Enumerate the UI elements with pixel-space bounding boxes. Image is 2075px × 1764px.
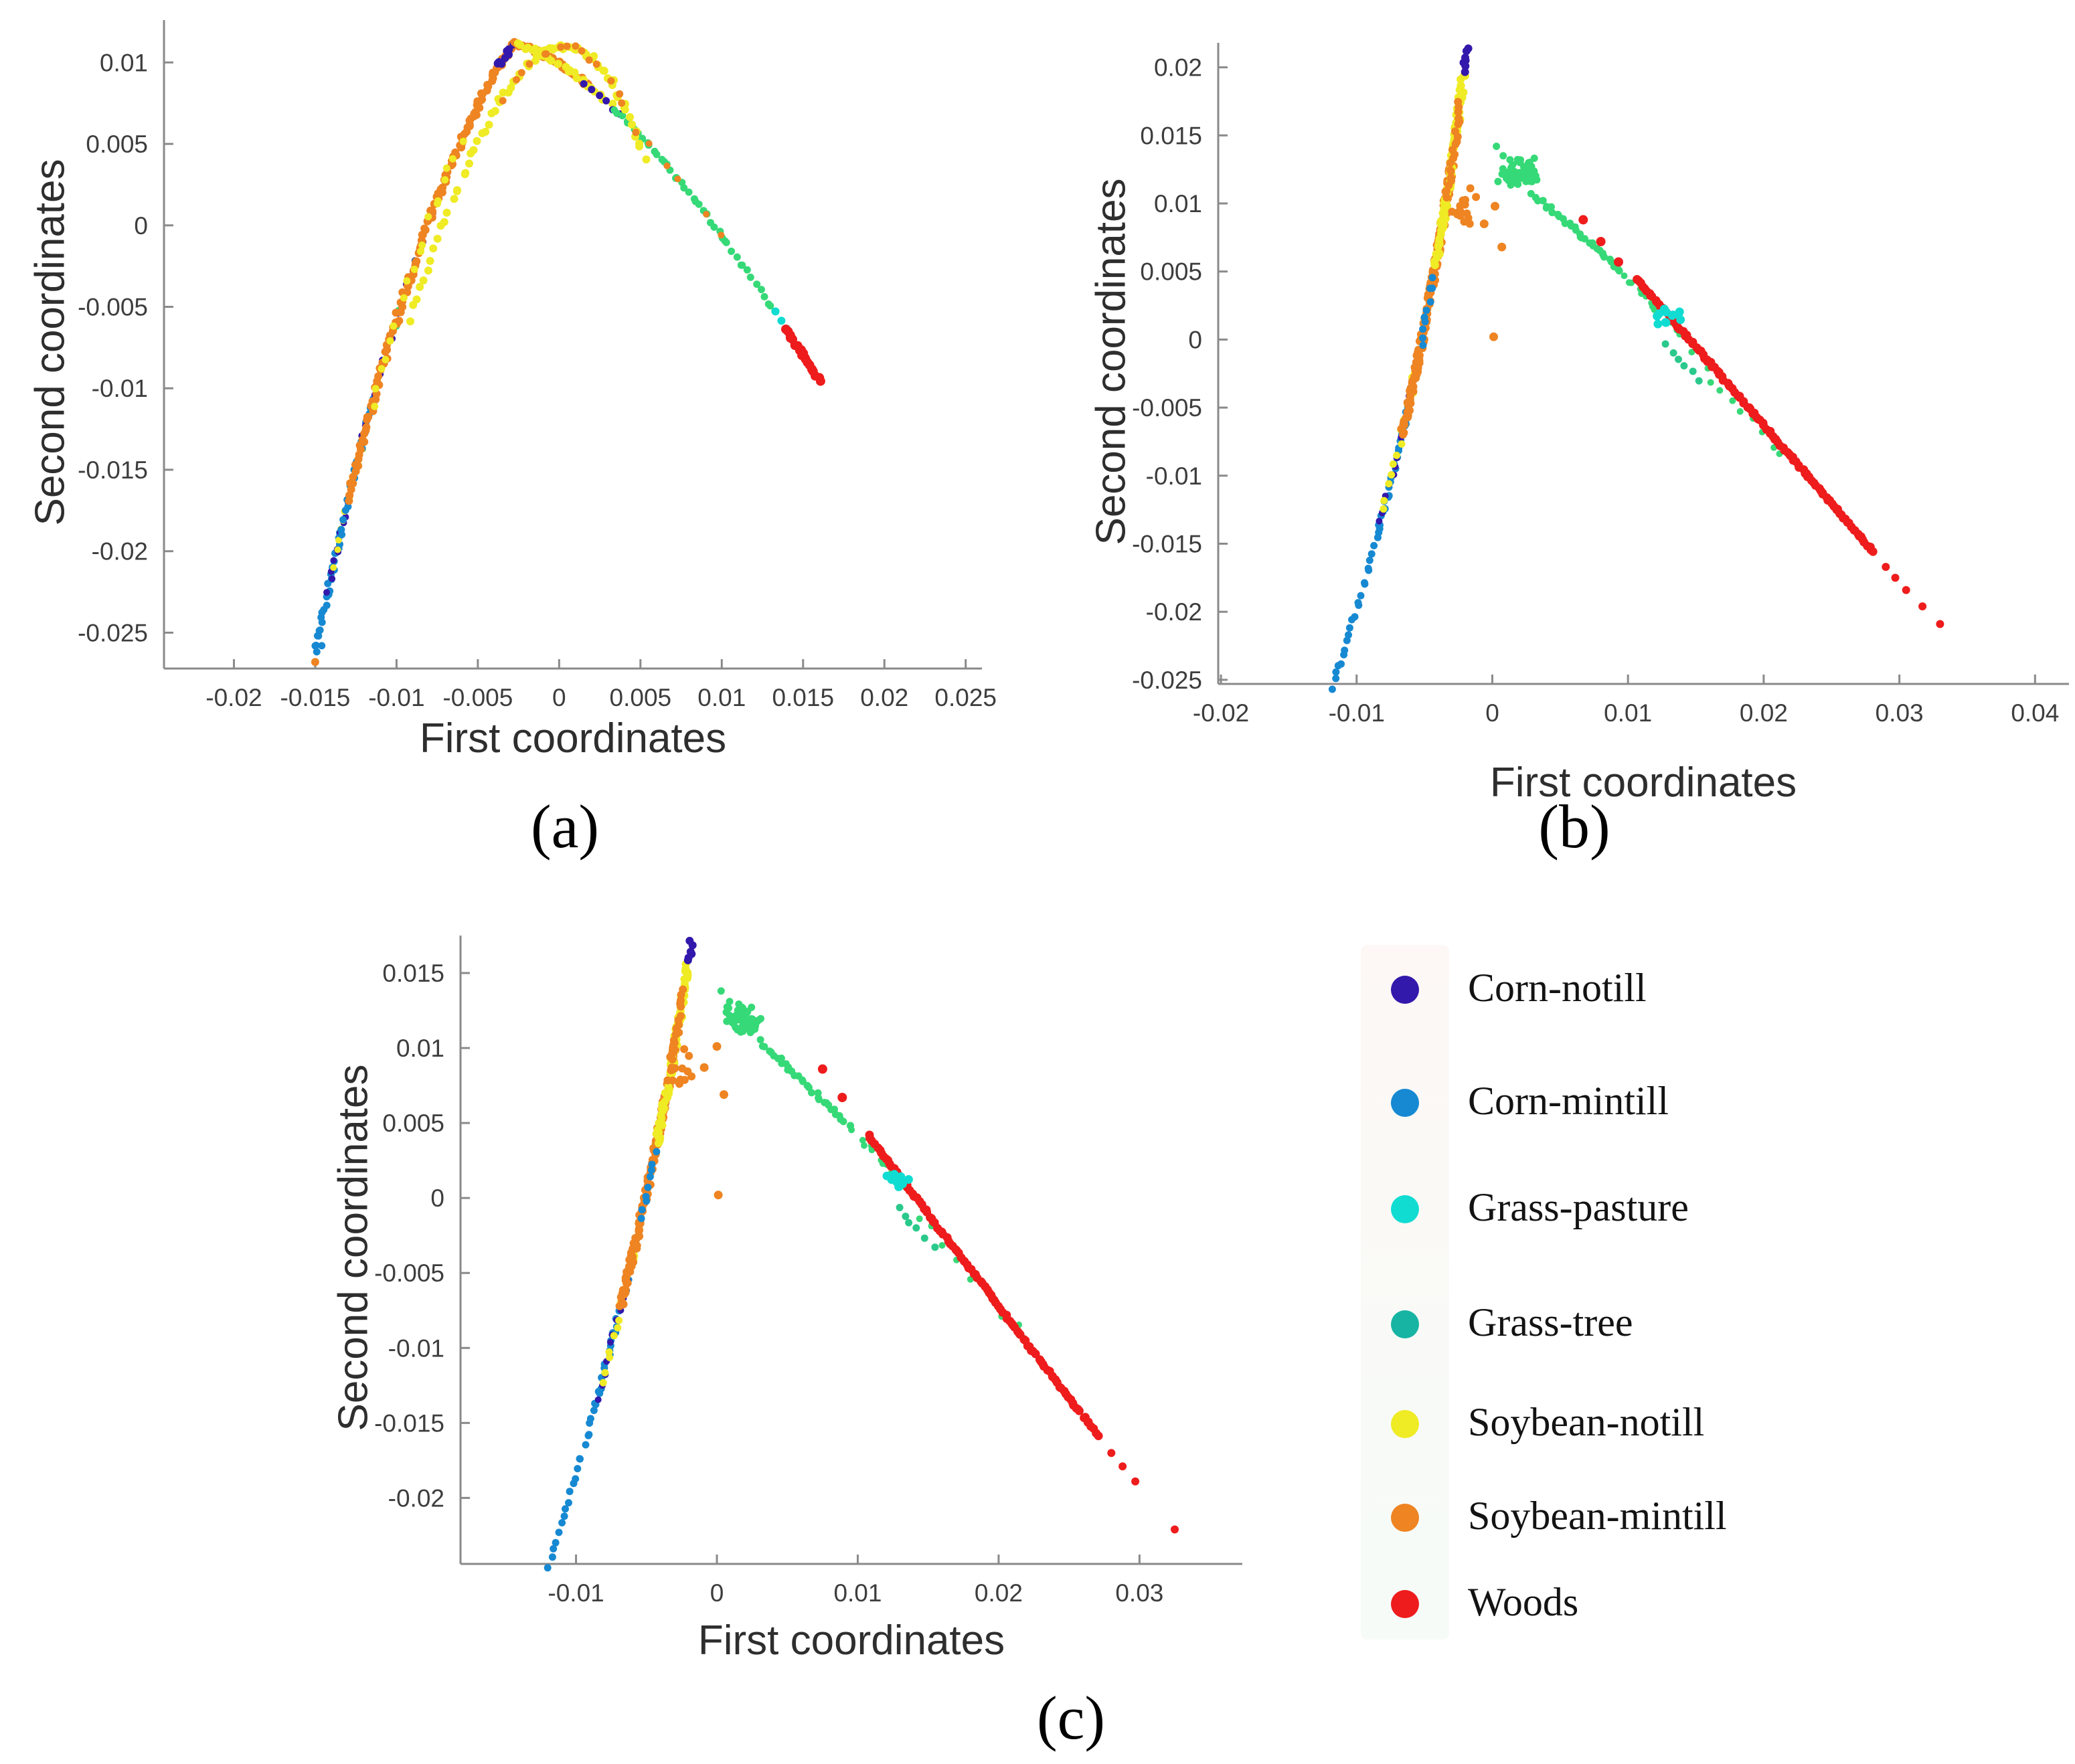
svg-text:0.01: 0.01 (100, 49, 148, 76)
svg-text:-0.005: -0.005 (1132, 394, 1202, 422)
svg-text:-0.015: -0.015 (374, 1409, 444, 1437)
svg-text:0.02: 0.02 (1740, 699, 1788, 727)
svg-text:0.03: 0.03 (1876, 699, 1924, 727)
svg-text:-0.02: -0.02 (1146, 598, 1202, 626)
legend-label: Grass-pasture (1468, 1185, 1689, 1229)
svg-text:-0.01: -0.01 (1146, 462, 1202, 490)
legend-label: Corn-notill (1468, 966, 1647, 1010)
svg-text:0.015: 0.015 (1140, 122, 1202, 149)
svg-text:-0.02: -0.02 (205, 684, 262, 711)
svg-text:0: 0 (552, 684, 566, 711)
svg-text:0.015: 0.015 (772, 684, 834, 711)
legend-label: Soybean-notill (1468, 1400, 1705, 1444)
grass-tree-swatch-icon (1391, 1310, 1419, 1338)
plot-c-xaxis-label: First coordinates (697, 1617, 1005, 1664)
svg-text:-0.01: -0.01 (548, 1579, 604, 1607)
svg-text:0.015: 0.015 (382, 960, 444, 987)
legend-label: Grass-tree (1468, 1300, 1633, 1344)
svg-text:0.02: 0.02 (860, 684, 908, 711)
svg-text:0: 0 (134, 212, 148, 240)
soybean-notill-swatch-icon (1391, 1410, 1419, 1438)
plot-c-yaxis-label: Second coordinates (330, 1064, 377, 1431)
caption-b: (b) (1538, 792, 1610, 861)
svg-text:0.03: 0.03 (1115, 1579, 1163, 1607)
svg-text:-0.015: -0.015 (78, 456, 148, 484)
svg-text:-0.01: -0.01 (388, 1334, 444, 1362)
grass-pasture-swatch-icon (1391, 1195, 1419, 1223)
svg-text:-0.01: -0.01 (92, 375, 148, 402)
svg-text:-0.025: -0.025 (78, 619, 148, 646)
svg-text:0.02: 0.02 (1154, 54, 1202, 82)
svg-text:-0.015: -0.015 (280, 684, 350, 711)
caption-a: (a) (530, 792, 600, 861)
scatter-plot-c: -0.01 0 0.01 0.02 0.03 0.015 0.01 0.005 0 -0.005 -… (374, 936, 1242, 1607)
svg-text:0.005: 0.005 (382, 1110, 444, 1137)
svg-text:0: 0 (430, 1184, 444, 1212)
svg-text:0.005: 0.005 (1140, 258, 1202, 286)
svg-text:0.01: 0.01 (1604, 699, 1652, 727)
legend-label: Soybean-mintill (1468, 1494, 1727, 1538)
legend-label: Corn-mintill (1468, 1079, 1669, 1123)
plot-b-yaxis-label: Second coordinates (1088, 178, 1135, 545)
legend-label: Woods (1468, 1580, 1579, 1624)
svg-text:-0.02: -0.02 (1193, 699, 1249, 727)
scatter-plot-a: -0.02 -0.015 -0.01 -0.005 0 0.005 0.01 0.015 0.0… (78, 20, 997, 711)
svg-text:0.01: 0.01 (396, 1035, 444, 1062)
svg-text:-0.01: -0.01 (1329, 699, 1385, 727)
corn-mintill-swatch-icon (1391, 1089, 1419, 1117)
svg-text:0.005: 0.005 (86, 130, 148, 158)
plot-a-xaxis-label: First coordinates (419, 715, 727, 762)
svg-text:-0.005: -0.005 (442, 684, 513, 711)
svg-text:0: 0 (1188, 326, 1202, 353)
plot-a-yaxis-label: Second coordinates (27, 159, 74, 526)
svg-text:-0.005: -0.005 (78, 294, 148, 321)
soybean-mintill-swatch-icon (1391, 1504, 1419, 1532)
svg-text:-0.025: -0.025 (1132, 667, 1202, 694)
svg-text:0.02: 0.02 (975, 1579, 1023, 1607)
svg-text:0.005: 0.005 (610, 684, 672, 711)
svg-text:0.025: 0.025 (934, 684, 997, 711)
legend-strip (1361, 945, 1449, 1640)
svg-text:-0.02: -0.02 (388, 1484, 444, 1512)
svg-text:0: 0 (710, 1579, 724, 1607)
svg-text:0.04: 0.04 (2011, 699, 2059, 727)
svg-text:0.01: 0.01 (1154, 190, 1202, 217)
scatter-plot-b: -0.02 -0.01 0 0.01 0.02 0.03 0.04 0.02 0.015 0.01… (1132, 43, 2069, 727)
corn-notill-swatch-icon (1391, 976, 1419, 1004)
woods-swatch-icon (1391, 1590, 1419, 1618)
caption-c: (c) (1036, 1684, 1106, 1752)
svg-text:-0.02: -0.02 (92, 538, 148, 565)
svg-text:0.01: 0.01 (833, 1579, 882, 1607)
svg-text:0.01: 0.01 (697, 684, 746, 711)
svg-text:-0.005: -0.005 (374, 1259, 444, 1287)
svg-text:-0.01: -0.01 (368, 684, 424, 711)
plot-b-xaxis-label: First coordinates (1489, 760, 1797, 806)
svg-text:0: 0 (1485, 699, 1499, 727)
svg-text:-0.015: -0.015 (1132, 531, 1202, 558)
